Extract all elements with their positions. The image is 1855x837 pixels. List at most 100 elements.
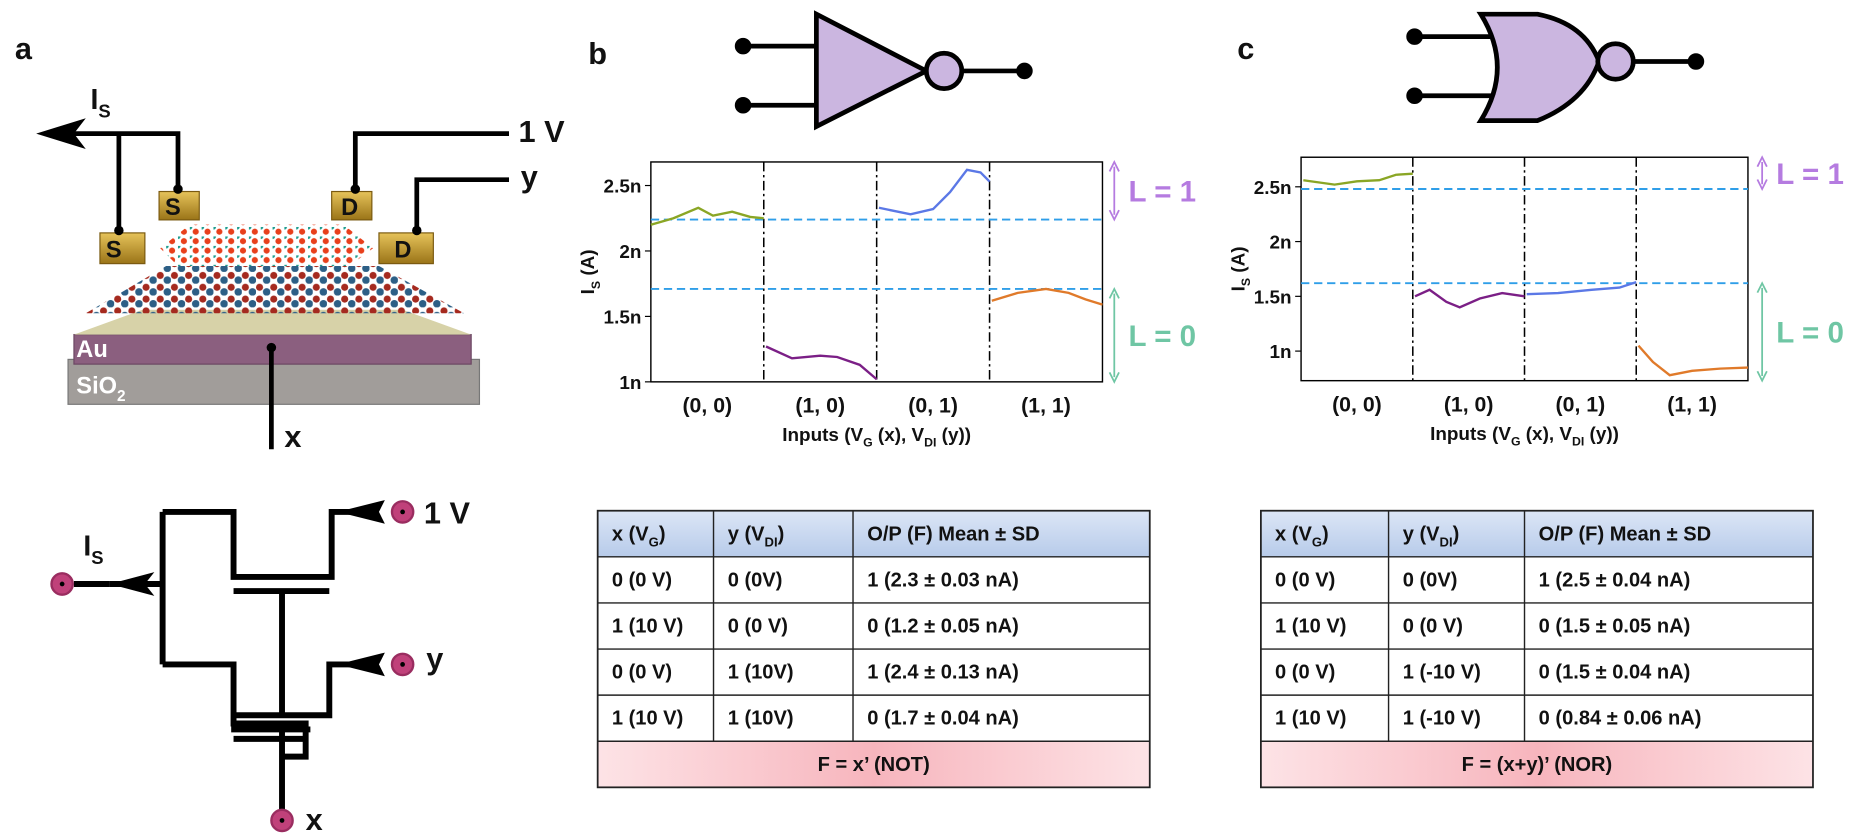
- data-line: [991, 287, 1103, 306]
- text-part: I: [91, 84, 99, 116]
- table-cell: 1 (10 V): [1275, 708, 1346, 730]
- x-tick-label: (1, 1): [1021, 394, 1071, 418]
- table-cell: 1 (-10 V): [1403, 708, 1481, 730]
- table-cell: 1 (10 V): [612, 615, 683, 637]
- text-part: (A): [578, 249, 599, 280]
- input-label: y: [426, 641, 443, 676]
- nor-gate-symbol: [1406, 11, 1705, 123]
- text-part: I: [1228, 286, 1249, 291]
- data-line: [765, 345, 878, 381]
- level-label: L = 1: [1776, 158, 1844, 191]
- y-tick-label: 2.5n: [1254, 178, 1292, 199]
- y-tick-label: 1.5n: [604, 308, 642, 329]
- text-part: SiO: [76, 374, 117, 400]
- table-cell: 0 (1.7 ± 0.04 nA): [867, 708, 1019, 730]
- y-tick-label: 1n: [619, 373, 641, 394]
- text-part: (A): [1228, 246, 1249, 278]
- level-label: L = 1: [1128, 175, 1196, 208]
- voltage-label: 1 V: [424, 496, 471, 531]
- table-footer-bg: [1260, 741, 1813, 788]
- arrow-head: [1756, 155, 1768, 191]
- subscript: S: [91, 547, 103, 568]
- text-part: I: [83, 531, 91, 563]
- x-tick-label: (0, 0): [682, 394, 732, 418]
- table-cell: 0 (0 V): [612, 662, 672, 684]
- subscript: G: [863, 436, 873, 450]
- table-header: O/P (F) Mean ± SD: [867, 523, 1039, 545]
- table-footer-bg: [597, 741, 1150, 788]
- x-tick-label: (1, 1): [1667, 392, 1717, 416]
- table-cell: 1 (2.5 ± 0.04 nA): [1539, 569, 1691, 591]
- y-tick-label: 2n: [1270, 233, 1292, 254]
- circuit-diagram: [109, 508, 351, 816]
- text-part: y (V: [728, 523, 765, 545]
- table-cell: 1 (2.3 ± 0.03 nA): [867, 569, 1019, 591]
- y-axis-label: IS (A): [1228, 246, 1253, 291]
- subscript: DI: [924, 436, 936, 450]
- text-part: ): [1322, 523, 1329, 545]
- panel-label: a: [15, 31, 33, 66]
- text-part: x (V: [612, 523, 649, 545]
- text-part: y (V: [1403, 523, 1440, 545]
- input-label: x: [306, 802, 323, 837]
- level-label: L = 0: [1776, 317, 1844, 350]
- table-cell: 1 (10 V): [1275, 615, 1346, 637]
- pad-label: S: [165, 195, 181, 221]
- circuit-terminals: [50, 500, 415, 833]
- arrow-head: [1108, 159, 1120, 222]
- pad-label: S: [106, 238, 122, 264]
- text-part: Inputs (V: [1430, 424, 1511, 445]
- table-cell: 0 (0 V): [1403, 615, 1463, 637]
- text-part: ): [778, 523, 785, 545]
- table-cell: 1 (10 V): [612, 708, 683, 730]
- layer-label: SiO2: [76, 374, 125, 405]
- x-tick-label: (1, 0): [795, 394, 845, 418]
- y-tick-label: 1n: [1270, 342, 1292, 363]
- device-illustration: [36, 118, 509, 450]
- text-part: (x), V: [873, 425, 925, 446]
- text-part: I: [578, 289, 599, 294]
- data-line: [1303, 172, 1413, 186]
- x-tick-label: (0, 1): [1556, 392, 1606, 416]
- table-footer: F = x’ (NOT): [818, 754, 930, 776]
- pad-label: D: [394, 238, 411, 264]
- current-label: IS: [91, 84, 111, 122]
- data-line: [1526, 280, 1637, 296]
- arrow-head: [1756, 281, 1768, 383]
- table-header: y (VDI): [728, 523, 785, 549]
- table-header: x (VG): [1275, 523, 1329, 549]
- text-part: x (V: [1275, 523, 1312, 545]
- table-cell: 0 (1.5 ± 0.04 nA): [1539, 662, 1691, 684]
- subscript: S: [98, 100, 110, 121]
- subscript: DI: [1572, 434, 1584, 448]
- voltage-label: 1 V: [518, 114, 565, 149]
- subscript: S: [1239, 278, 1253, 286]
- table-cell: 1 (10V): [728, 662, 794, 684]
- level-label: L = 0: [1128, 320, 1196, 353]
- table-cell: 1 (-10 V): [1403, 662, 1481, 684]
- table-cell: 0 (0 V): [612, 569, 672, 591]
- input-label: y: [521, 159, 538, 194]
- table-cell: 0 (0V): [728, 569, 783, 591]
- data-line: [1637, 344, 1748, 377]
- table-cell: 0 (0 V): [728, 615, 788, 637]
- subscript: G: [1312, 534, 1322, 549]
- text-part: (x), V: [1521, 424, 1573, 445]
- table-header: x (VG): [612, 523, 666, 549]
- not-gate-symbol: [734, 10, 1033, 131]
- x-tick-label: (0, 0): [1332, 392, 1382, 416]
- table-cell: 0 (0 V): [1275, 569, 1335, 591]
- table-cell: 1 (10V): [728, 708, 794, 730]
- subscript: S: [589, 281, 603, 289]
- table-header: y (VDI): [1403, 523, 1460, 549]
- y-tick-label: 2.5n: [604, 177, 642, 198]
- input-label: x: [284, 419, 301, 454]
- subscript: DI: [1440, 534, 1453, 549]
- table-header-bg: [597, 510, 1150, 557]
- y-axis-label: IS (A): [578, 249, 603, 294]
- y-tick-label: 1.5n: [1254, 287, 1292, 308]
- text-part: ): [659, 523, 666, 545]
- panel-label: c: [1237, 31, 1254, 66]
